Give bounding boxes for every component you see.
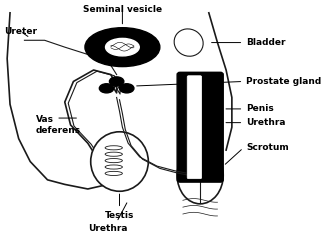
Text: Urethra: Urethra (246, 118, 286, 127)
Text: Urethra: Urethra (88, 224, 128, 233)
FancyBboxPatch shape (177, 72, 223, 182)
Ellipse shape (85, 28, 160, 67)
Ellipse shape (110, 77, 124, 86)
Text: Penis: Penis (246, 104, 274, 114)
Ellipse shape (99, 84, 114, 93)
Text: Prostate gland: Prostate gland (246, 77, 321, 86)
Text: Ureter: Ureter (4, 27, 37, 36)
Ellipse shape (119, 84, 134, 93)
Ellipse shape (177, 147, 223, 204)
Text: Scrotum: Scrotum (246, 143, 289, 152)
Text: Bladder: Bladder (246, 38, 286, 47)
Text: Vas
deferens: Vas deferens (36, 115, 81, 135)
Ellipse shape (91, 132, 148, 191)
Text: Seminal vesicle: Seminal vesicle (83, 5, 162, 14)
Ellipse shape (106, 38, 139, 56)
FancyBboxPatch shape (187, 76, 202, 179)
Text: Testis: Testis (105, 211, 134, 220)
